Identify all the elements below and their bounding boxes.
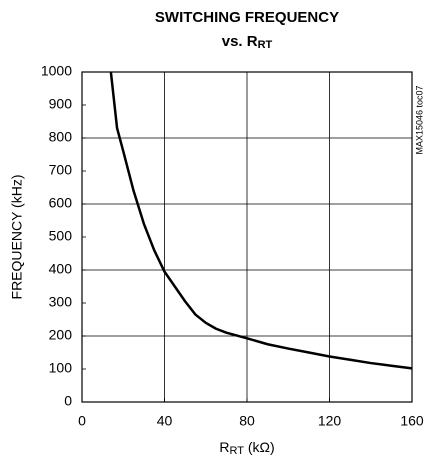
x-tick-label: 40 xyxy=(157,413,173,429)
y-tick-label: 600 xyxy=(49,195,73,211)
chart-title: SWITCHING FREQUENCY xyxy=(155,9,339,26)
x-tick-label: 80 xyxy=(239,413,255,429)
y-tick-label: 800 xyxy=(49,129,73,145)
line-series xyxy=(109,71,413,370)
x-tick-label: 120 xyxy=(318,413,342,429)
y-tick-label: 700 xyxy=(49,162,73,178)
subtitle-main: vs. R xyxy=(222,33,258,50)
chart-subtitle: vs. RRT xyxy=(222,33,273,51)
x-axis-label: RRT (kΩ) xyxy=(219,439,274,457)
y-tick-label: 1000 xyxy=(41,63,72,79)
y-tick-label: 0 xyxy=(64,393,72,409)
y-tick-label: 200 xyxy=(49,327,73,343)
y-axis-label: FREQUENCY (kHz) xyxy=(9,175,25,300)
subtitle-sub: RT xyxy=(258,39,273,51)
y-tick-label: 100 xyxy=(49,360,73,376)
y-tick-label: 300 xyxy=(49,294,73,310)
xlabel-sub: RT xyxy=(229,445,244,457)
xlabel-unit: (kΩ) xyxy=(244,439,275,455)
y-tick-label: 900 xyxy=(49,96,73,112)
y-tick-label: 500 xyxy=(49,228,73,244)
xlabel-main: R xyxy=(219,439,229,455)
annotation: MAX15046 toc07 xyxy=(414,85,424,154)
x-tick-label: 160 xyxy=(400,413,424,429)
x-tick-label: 0 xyxy=(78,413,86,429)
y-tick-label: 400 xyxy=(49,261,73,277)
